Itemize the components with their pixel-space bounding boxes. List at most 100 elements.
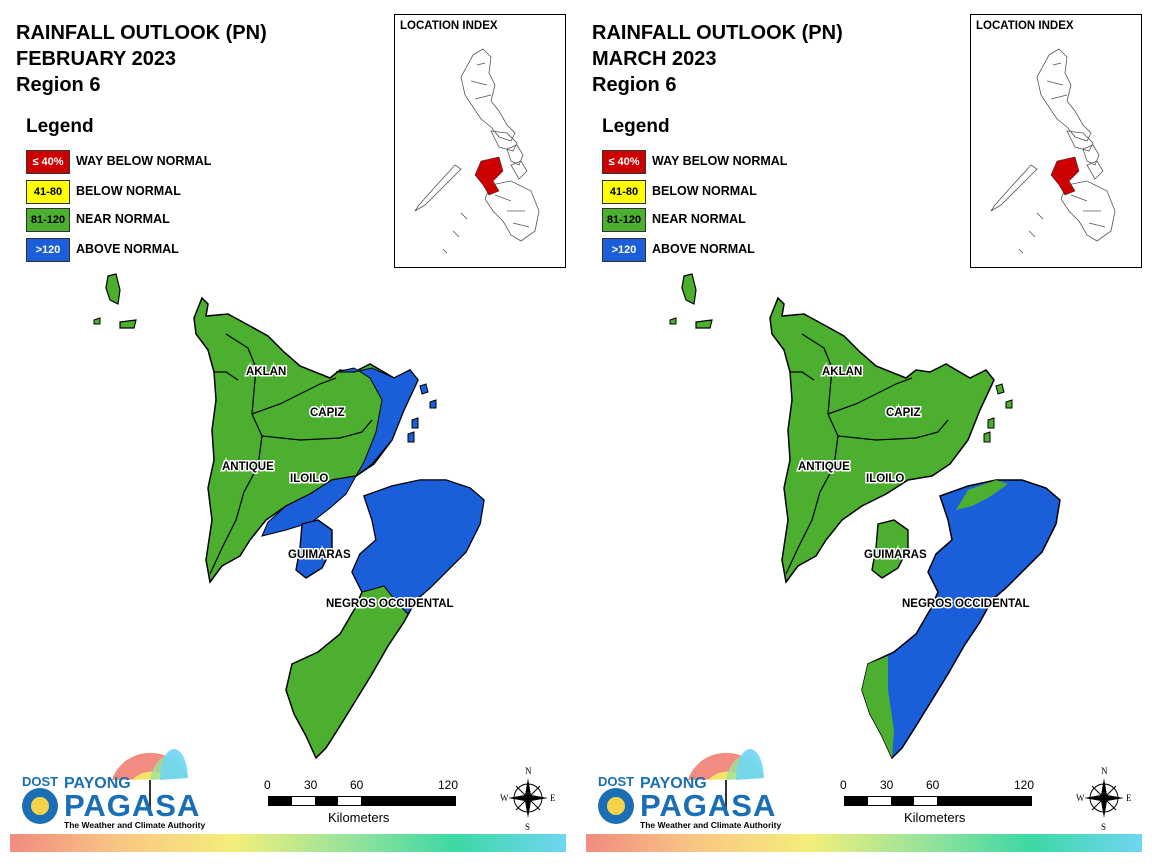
north-arrow: N S W E — [500, 764, 556, 837]
islet — [669, 317, 677, 325]
compass-rose-icon: N S W E — [1076, 766, 1132, 832]
islet — [93, 317, 101, 325]
province-label-guimaras: GUIMARAS — [288, 549, 351, 561]
near-normal-zone-negros-north — [956, 480, 1008, 510]
province-label-capiz: CAPIZ — [310, 407, 345, 419]
color-gradient-strip — [10, 834, 566, 852]
guimaras-island — [871, 519, 909, 579]
philippines-outline-map — [414, 48, 540, 254]
province-label-iloilo: ILOILO — [290, 473, 328, 485]
scale-tick: 30 — [304, 778, 318, 792]
province-boundaries — [785, 333, 949, 575]
small-island — [695, 319, 713, 329]
legend-swatch: >120 — [26, 238, 70, 262]
umbrella-icon — [598, 748, 764, 824]
legend-label: ABOVE NORMAL — [76, 242, 179, 256]
province-boundaries — [209, 333, 373, 575]
near-normal-zone-negros-southwest — [862, 656, 894, 758]
legend-swatch: 81-120 — [602, 208, 646, 232]
map-title: RAINFALL OUTLOOK (PN) FEBRUARY 2023 Regi… — [16, 20, 267, 98]
province-label-aklan: AKLAN — [822, 366, 862, 378]
legend-swatch: 41-80 — [602, 180, 646, 204]
compass-rose-icon: N S W E — [500, 766, 556, 832]
compass-w: W — [500, 793, 509, 803]
caluya-island — [681, 273, 697, 305]
location-index-map: LOCATION INDEX — [970, 14, 1142, 268]
legend-swatch: ≤ 40% — [26, 150, 70, 174]
philippines-outline-map — [990, 48, 1116, 254]
title-line-2: FEBRUARY 2023 — [16, 48, 177, 70]
location-index-label: LOCATION INDEX — [976, 20, 1074, 32]
legend-label: BELOW NORMAL — [652, 184, 757, 198]
scale-tick: 60 — [926, 778, 940, 792]
scale-bar: 0 30 60 120 Kilometers — [256, 778, 466, 828]
scale-bar-graphic — [844, 796, 1032, 806]
logo-dost: DOST — [598, 774, 635, 789]
legend-label: WAY BELOW NORMAL — [652, 154, 788, 168]
province-label-capiz: CAPIZ — [886, 407, 921, 419]
region-6-map: AKLAN CAPIZ ANTIQUE ILOILO GUIMARAS NEGR… — [669, 273, 1061, 760]
small-island — [119, 319, 137, 329]
logo-dost: DOST — [22, 774, 59, 789]
payong-pagasa-logo: DOST PAYONG PAGASA The Weather and Clima… — [18, 740, 205, 836]
province-label-negros: NEGROS OCCIDENTAL — [326, 598, 454, 610]
compass-n: N — [1101, 766, 1108, 776]
scale-tick: 0 — [840, 778, 847, 792]
map-title: RAINFALL OUTLOOK (PN) MARCH 2023 Region … — [592, 20, 843, 98]
scale-tick: 0 — [264, 778, 271, 792]
logo-payong: PAYONG — [64, 775, 131, 792]
logo-pagasa: PAGASA — [640, 788, 777, 823]
legend-label: NEAR NORMAL — [652, 212, 746, 226]
province-label-iloilo: ILOILO — [866, 473, 904, 485]
scale-tick: 120 — [438, 778, 459, 792]
legend-label: NEAR NORMAL — [76, 212, 170, 226]
location-index-map: LOCATION INDEX — [394, 14, 566, 268]
legend-swatch: >120 — [602, 238, 646, 262]
compass-e: E — [1126, 793, 1132, 803]
logo-pagasa: PAGASA — [64, 788, 201, 823]
scale-tick: 30 — [880, 778, 894, 792]
compass-s: S — [1101, 822, 1106, 832]
above-normal-zone-negros-north — [351, 479, 485, 615]
legend-swatch: 81-120 — [26, 208, 70, 232]
compass-n: N — [525, 766, 532, 776]
north-arrow: N S W E — [1076, 764, 1132, 837]
negros-island — [861, 479, 1061, 760]
compass-w: W — [1076, 793, 1085, 803]
scale-bar: 0 30 60 120 Kilometers — [832, 778, 1042, 828]
islets-east — [407, 383, 437, 443]
legend-label: WAY BELOW NORMAL — [76, 154, 212, 168]
scale-bar-graphic — [268, 796, 456, 806]
legend-heading: Legend — [602, 116, 670, 137]
legend-label: ABOVE NORMAL — [652, 242, 755, 256]
caluya-island — [105, 273, 121, 305]
color-gradient-strip — [586, 834, 1142, 852]
islets-east — [983, 383, 1013, 443]
guimaras-island — [295, 519, 333, 579]
location-index-label: LOCATION INDEX — [400, 20, 498, 32]
title-line-3: Region 6 — [592, 74, 677, 96]
legend-heading: Legend — [26, 116, 94, 137]
logo-payong: PAYONG — [640, 775, 707, 792]
above-normal-zone-iloilo-south — [261, 475, 357, 537]
legend-swatch: ≤ 40% — [602, 150, 646, 174]
scale-unit: Kilometers — [328, 810, 390, 825]
above-normal-zone-iloilo-northeast — [335, 367, 419, 477]
title-line-1: RAINFALL OUTLOOK (PN) — [592, 22, 843, 44]
scale-unit: Kilometers — [904, 810, 966, 825]
title-line-3: Region 6 — [16, 74, 101, 96]
scale-tick: 120 — [1014, 778, 1035, 792]
outlook-panel-march: RAINFALL OUTLOOK (PN) MARCH 2023 Region … — [576, 0, 1152, 864]
compass-s: S — [525, 822, 530, 832]
title-line-1: RAINFALL OUTLOOK (PN) — [16, 22, 267, 44]
legend-swatch: 41-80 — [26, 180, 70, 204]
province-label-guimaras: GUIMARAS — [864, 549, 927, 561]
logo-tagline: The Weather and Climate Authority — [640, 820, 782, 830]
province-label-antique: ANTIQUE — [798, 461, 850, 473]
province-label-negros: NEGROS OCCIDENTAL — [902, 598, 1030, 610]
payong-pagasa-logo: DOST PAYONG PAGASA The Weather and Clima… — [594, 740, 781, 836]
compass-e: E — [550, 793, 556, 803]
logo-tagline: The Weather and Climate Authority — [64, 820, 206, 830]
umbrella-icon — [22, 748, 188, 824]
legend-label: BELOW NORMAL — [76, 184, 181, 198]
